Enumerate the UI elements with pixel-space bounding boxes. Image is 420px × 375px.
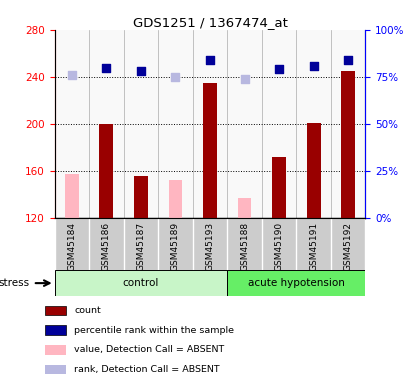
Point	[345, 57, 352, 63]
Bar	[134, 177, 148, 218]
Text: percentile rank within the sample: percentile rank within the sample	[74, 326, 234, 334]
Text: value, Detection Call = ABSENT: value, Detection Call = ABSENT	[74, 345, 225, 354]
Bar	[297, 30, 331, 217]
Bar	[307, 123, 320, 218]
Text: GSM45192: GSM45192	[344, 222, 353, 271]
Bar	[203, 83, 217, 218]
Bar	[341, 71, 355, 217]
Bar	[55, 30, 89, 217]
Text: GSM45189: GSM45189	[171, 222, 180, 271]
Bar	[158, 217, 193, 270]
Point	[207, 57, 213, 63]
Bar	[45, 365, 66, 374]
Text: control: control	[123, 278, 159, 288]
Bar	[45, 306, 66, 315]
Bar	[168, 180, 182, 218]
Bar	[45, 345, 66, 354]
Bar	[227, 217, 262, 270]
Bar	[262, 217, 297, 270]
Text: rank, Detection Call = ABSENT: rank, Detection Call = ABSENT	[74, 365, 220, 374]
Bar	[123, 217, 158, 270]
Bar	[227, 270, 365, 296]
Bar	[45, 326, 66, 335]
Text: GSM45191: GSM45191	[309, 222, 318, 271]
Point	[138, 68, 144, 74]
Point	[172, 74, 179, 80]
Point	[241, 76, 248, 82]
Text: GSM45190: GSM45190	[275, 222, 284, 271]
Text: GSM45193: GSM45193	[205, 222, 215, 271]
Bar	[55, 217, 89, 270]
Point	[68, 72, 75, 78]
Text: stress: stress	[0, 278, 30, 288]
Text: count: count	[74, 306, 101, 315]
Text: GSM45186: GSM45186	[102, 222, 111, 271]
Bar	[297, 217, 331, 270]
Point	[276, 66, 282, 72]
Bar	[331, 30, 365, 217]
Title: GDS1251 / 1367474_at: GDS1251 / 1367474_at	[133, 16, 287, 29]
Text: GSM45188: GSM45188	[240, 222, 249, 271]
Bar	[100, 124, 113, 218]
Point	[310, 63, 317, 69]
Bar	[193, 30, 227, 217]
Point	[103, 64, 110, 70]
Bar	[55, 270, 227, 296]
Bar	[227, 30, 262, 217]
Bar	[262, 30, 297, 217]
Bar	[89, 217, 123, 270]
Text: acute hypotension: acute hypotension	[248, 278, 345, 288]
Bar	[89, 30, 123, 217]
Bar	[193, 217, 227, 270]
Bar	[65, 174, 79, 217]
Text: GSM45184: GSM45184	[67, 222, 76, 271]
Bar	[331, 217, 365, 270]
Bar	[272, 157, 286, 218]
Bar	[238, 198, 252, 217]
Bar	[123, 30, 158, 217]
Text: GSM45187: GSM45187	[136, 222, 145, 271]
Bar	[158, 30, 193, 217]
